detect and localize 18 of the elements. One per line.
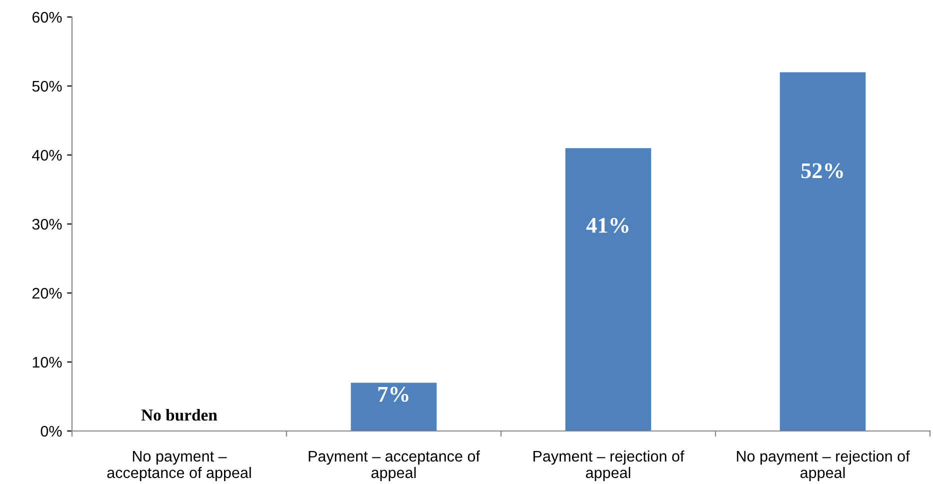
x-tick-label: No payment – rejection of appeal xyxy=(736,450,910,482)
x-tick-label: No payment – acceptance of appeal xyxy=(107,451,251,482)
bar xyxy=(565,148,652,431)
data-label: No burden xyxy=(141,408,218,421)
data-label: 52% xyxy=(801,163,843,178)
y-tick-label: 60% xyxy=(32,12,62,23)
y-tick-label: 40% xyxy=(32,150,62,161)
x-tick-label: Payment – acceptance of appeal xyxy=(308,450,480,482)
y-tick-label: 10% xyxy=(32,356,62,368)
y-tick-label: 50% xyxy=(32,80,62,92)
bar xyxy=(350,382,437,431)
x-tick-label: Payment – rejection of appeal xyxy=(534,450,684,482)
y-tick-label: 0% xyxy=(40,426,62,437)
data-label: 7% xyxy=(378,386,408,402)
bar xyxy=(780,72,866,431)
y-tick-label: 30% xyxy=(32,218,62,230)
data-label: 41% xyxy=(586,218,628,233)
y-tick-label: 20% xyxy=(32,288,62,299)
